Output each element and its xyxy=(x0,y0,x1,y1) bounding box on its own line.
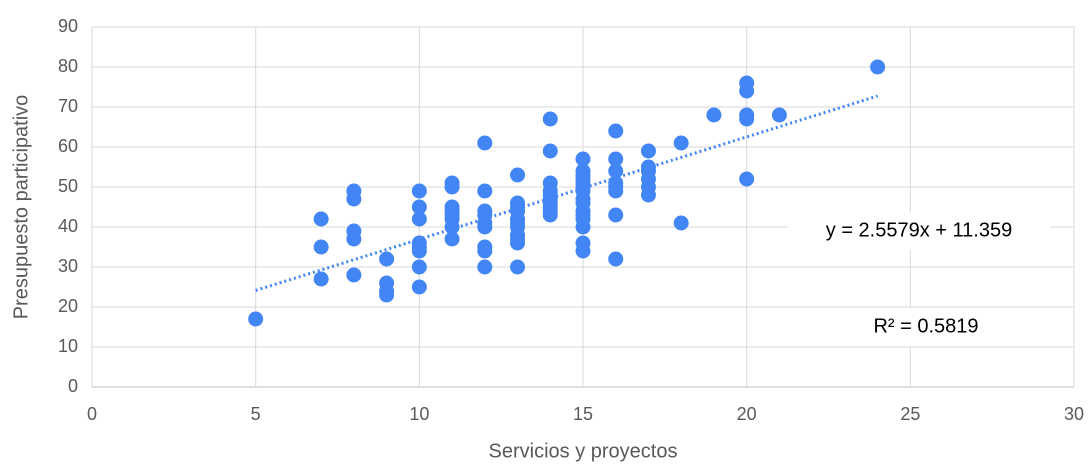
point xyxy=(379,287,395,303)
point xyxy=(313,271,329,287)
y-tick-label: 60 xyxy=(58,136,78,156)
r-squared-box xyxy=(856,308,996,346)
point xyxy=(608,251,624,267)
point xyxy=(673,135,689,151)
point xyxy=(313,239,329,255)
y-tick-label: 50 xyxy=(58,176,78,196)
marks xyxy=(248,59,886,327)
point xyxy=(739,171,755,187)
point xyxy=(640,143,656,159)
point xyxy=(510,235,526,251)
point xyxy=(771,107,787,123)
point xyxy=(477,259,493,275)
x-tick-label: 5 xyxy=(251,404,261,424)
point xyxy=(411,243,427,259)
point xyxy=(477,219,493,235)
point xyxy=(444,231,460,247)
y-tick-label: 90 xyxy=(58,16,78,36)
point xyxy=(608,151,624,167)
point xyxy=(444,179,460,195)
equation-box xyxy=(788,212,1050,250)
x-axis-title: Servicios y proyectos xyxy=(489,440,678,462)
point xyxy=(542,143,558,159)
point xyxy=(248,311,264,327)
point xyxy=(411,211,427,227)
point xyxy=(477,135,493,151)
point xyxy=(739,111,755,127)
point xyxy=(608,163,624,179)
point xyxy=(411,183,427,199)
y-tick-label: 10 xyxy=(58,336,78,356)
y-tick-label: 80 xyxy=(58,56,78,76)
point xyxy=(346,191,362,207)
point xyxy=(608,183,624,199)
point xyxy=(673,215,689,231)
point xyxy=(608,207,624,223)
grid: 0 10 20 30 40 50 60 70 80 90 0 5 10 15 20 25 30 xyxy=(58,16,1084,424)
x-tick-label: 10 xyxy=(409,404,429,424)
point xyxy=(346,267,362,283)
y-tick-label: 30 xyxy=(58,256,78,276)
point xyxy=(575,151,591,167)
y-tick-label: 40 xyxy=(58,216,78,236)
trendline xyxy=(255,94,879,292)
point xyxy=(379,251,395,267)
point xyxy=(640,187,656,203)
point xyxy=(411,259,427,275)
point xyxy=(542,207,558,223)
point xyxy=(870,59,886,75)
point xyxy=(542,111,558,127)
r-squared: R² = 0.5819 xyxy=(873,315,978,337)
y-axis-title: Presupuesto participativo xyxy=(10,95,32,320)
trend-equation: y = 2.5579x + 11.359 xyxy=(826,219,1012,241)
x-tick-label: 15 xyxy=(573,404,593,424)
point xyxy=(477,243,493,259)
point xyxy=(346,231,362,247)
point xyxy=(477,183,493,199)
point xyxy=(739,83,755,99)
x-tick-label: 20 xyxy=(737,404,757,424)
x-tick-label: 25 xyxy=(900,404,920,424)
x-tick-label: 30 xyxy=(1064,404,1084,424)
y-tick-label: 20 xyxy=(58,296,78,316)
x-tick-label: 0 xyxy=(87,404,97,424)
point xyxy=(313,211,329,227)
point xyxy=(706,107,722,123)
point xyxy=(575,219,591,235)
point xyxy=(510,167,526,183)
point xyxy=(411,279,427,295)
point xyxy=(510,259,526,275)
point xyxy=(575,243,591,259)
y-tick-label: 0 xyxy=(68,376,78,396)
point xyxy=(411,199,427,215)
point xyxy=(608,123,624,139)
y-tick-label: 70 xyxy=(58,96,78,116)
